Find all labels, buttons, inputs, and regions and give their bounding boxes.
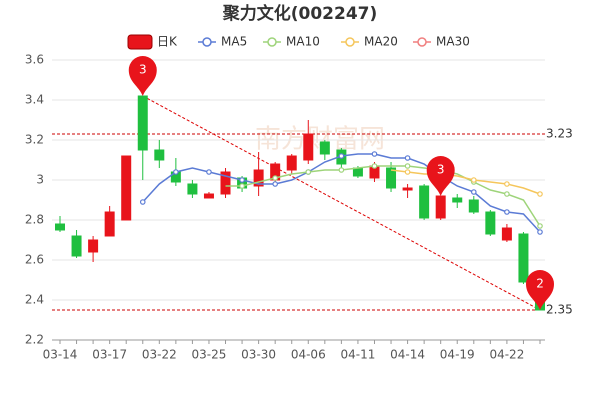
candle-body: [386, 167, 397, 189]
x-tick-label: 04-06: [291, 348, 326, 362]
legend-marker: [417, 37, 427, 47]
ma-point: [272, 175, 278, 181]
ma-point: [537, 229, 543, 235]
y-tick-label: 2.8: [25, 213, 44, 227]
ma-line: [390, 169, 541, 195]
candle-body: [55, 223, 65, 231]
reference-label: 3.23: [546, 127, 573, 141]
candle-body: [286, 155, 297, 171]
x-tick-label: 03-17: [92, 348, 127, 362]
pin-shape: [526, 270, 554, 310]
candle-body: [220, 171, 231, 195]
y-tick-label: 2.2: [25, 333, 44, 347]
ma-point: [371, 163, 378, 169]
candle-body: [468, 199, 479, 213]
legend-marker: [267, 37, 277, 47]
ma-line: [225, 165, 541, 227]
candle-body: [518, 233, 529, 283]
ma-point: [139, 199, 146, 205]
annotation-pin: 3: [128, 56, 157, 96]
legend-label: MA30: [436, 35, 470, 49]
candle-body: [319, 141, 330, 155]
candle-body: [71, 235, 82, 257]
candle-body: [419, 185, 430, 219]
x-tick-label: 03-30: [241, 348, 276, 362]
ma-point: [504, 209, 510, 215]
pin-label: 3: [437, 163, 445, 177]
candle-body: [501, 227, 512, 241]
pin-label: 3: [139, 63, 147, 77]
candle-body: [253, 169, 264, 187]
candle-body: [303, 133, 314, 161]
ma-point: [173, 169, 179, 175]
y-tick-label: 3.2: [25, 133, 44, 147]
ma-point: [272, 181, 278, 187]
ma-point: [239, 183, 245, 189]
legend-label: MA5: [221, 35, 247, 49]
candle-body: [435, 195, 446, 219]
legend-marker: [202, 37, 212, 47]
candle-body: [104, 211, 115, 237]
annotation-pin: 3: [426, 156, 455, 196]
x-tick-label: 03-25: [192, 348, 227, 362]
legend-label: 日K: [157, 35, 178, 49]
x-tick-label: 03-22: [142, 348, 177, 362]
chart-title: 聚力文化(002247): [222, 3, 378, 24]
legend-swatch: [127, 34, 153, 50]
legend-marker: [345, 37, 355, 47]
ma-point: [537, 223, 543, 229]
ma-point: [404, 169, 411, 175]
candle-body: [452, 197, 463, 203]
x-tick-label: 03-14: [43, 348, 78, 362]
trend-line: [142, 95, 541, 311]
ma-point: [470, 189, 477, 195]
ma-point: [404, 155, 411, 161]
annotation-pin: 2: [526, 270, 554, 310]
ma-point: [504, 181, 510, 187]
candle-body: [187, 183, 198, 195]
ma-point: [537, 191, 543, 197]
candle-body: [203, 193, 214, 199]
candle-body: [485, 211, 496, 235]
ma-point: [338, 153, 345, 159]
ma-point: [470, 177, 477, 183]
x-tick-label: 04-22: [489, 348, 524, 362]
ma-point: [206, 169, 212, 175]
pin-shape: [426, 156, 455, 196]
ma-point: [404, 163, 411, 169]
y-tick-label: 3.6: [25, 53, 44, 67]
x-tick-label: 04-11: [340, 348, 375, 362]
pin-label: 2: [536, 277, 544, 291]
ma-point: [338, 167, 345, 173]
x-tick-label: 04-19: [440, 348, 475, 362]
y-tick-label: 3.4: [25, 93, 44, 107]
pin-shape: [128, 56, 157, 96]
ma-point: [504, 191, 510, 197]
candle-body: [121, 155, 132, 221]
legend-label: MA10: [286, 35, 320, 49]
candle-body: [402, 187, 413, 191]
ma-point: [371, 151, 378, 157]
y-tick-label: 2.6: [25, 253, 44, 267]
candle-body: [154, 149, 165, 161]
reference-label: 2.35: [546, 303, 573, 317]
candle-body: [88, 239, 99, 253]
x-tick-label: 04-14: [390, 348, 425, 362]
ma-point: [305, 169, 312, 175]
candle-body: [352, 167, 363, 177]
ma-point: [239, 177, 245, 183]
y-tick-label: 3: [36, 173, 44, 187]
candle-body: [137, 95, 148, 151]
y-tick-label: 2.4: [25, 293, 44, 307]
legend-label: MA20: [364, 35, 398, 49]
